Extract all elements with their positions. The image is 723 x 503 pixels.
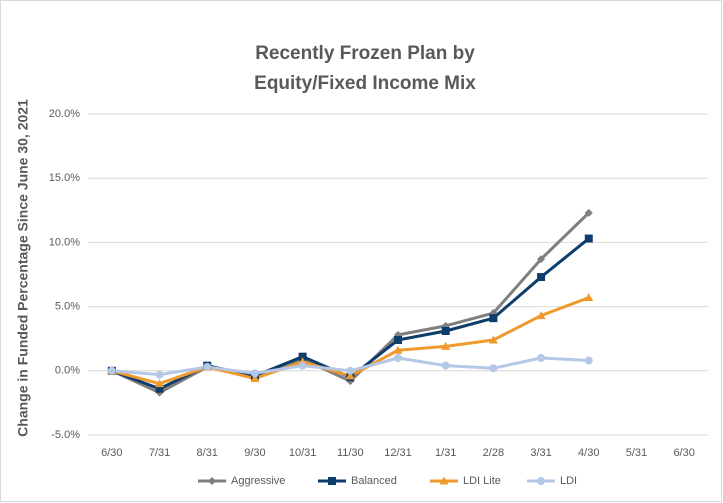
legend-label: LDI Lite (463, 475, 501, 487)
x-tick-label: 2/28 (483, 447, 504, 459)
marker (536, 311, 546, 320)
marker (441, 361, 450, 370)
marker (298, 361, 307, 370)
x-tick-label: 4/30 (578, 447, 599, 459)
x-tick-label: 9/30 (244, 447, 265, 459)
chart-title: Equity/Fixed Income Mix (254, 73, 476, 94)
legend-label: Balanced (351, 475, 397, 487)
y-tick-label: 20.0% (49, 108, 80, 120)
marker (584, 293, 594, 302)
marker (584, 356, 593, 365)
legend-marker (328, 477, 336, 485)
marker (155, 379, 165, 388)
marker (155, 384, 164, 393)
legend-label: Aggressive (231, 475, 285, 487)
y-tick-label: 0.0% (55, 365, 80, 377)
x-tick-label: 8/31 (197, 447, 218, 459)
legend-marker (208, 477, 216, 485)
marker (250, 369, 259, 378)
y-tick-label: -5.0% (51, 429, 80, 441)
marker (489, 364, 498, 373)
y-tick-label: 15.0% (49, 172, 80, 184)
marker (584, 234, 593, 243)
y-axis-label: Change in Funded Percentage Since June 3… (15, 99, 31, 437)
x-tick-label: 3/31 (530, 447, 551, 459)
marker (155, 370, 164, 379)
x-tick-label: 7/31 (149, 447, 170, 459)
marker (346, 366, 355, 375)
marker (394, 353, 402, 362)
x-tick-label: 10/31 (289, 447, 317, 459)
legend-marker (439, 476, 449, 485)
marker (537, 273, 546, 282)
marker (584, 208, 593, 217)
marker (441, 341, 451, 350)
legend-label: LDI (560, 475, 577, 487)
chart-title: Recently Frozen Plan by (255, 43, 475, 64)
marker (107, 366, 116, 375)
marker (250, 374, 260, 383)
legend-marker (537, 477, 545, 485)
marker (394, 335, 402, 344)
x-tick-label: 12/31 (384, 447, 412, 459)
y-tick-label: 5.0% (55, 301, 80, 313)
marker (537, 255, 546, 264)
y-tick-label: 10.0% (49, 236, 80, 248)
marker (489, 314, 498, 323)
marker (203, 362, 212, 371)
marker (441, 326, 450, 335)
marker (488, 335, 498, 344)
x-tick-label: 11/30 (337, 447, 364, 459)
marker (345, 371, 355, 380)
marker (537, 353, 546, 362)
x-tick-label: 5/31 (626, 447, 647, 459)
x-tick-label: 6/30 (101, 447, 122, 459)
x-tick-label: 1/31 (435, 447, 456, 459)
marker (393, 345, 403, 354)
marker (298, 352, 307, 361)
x-tick-label: 6/30 (673, 447, 694, 459)
